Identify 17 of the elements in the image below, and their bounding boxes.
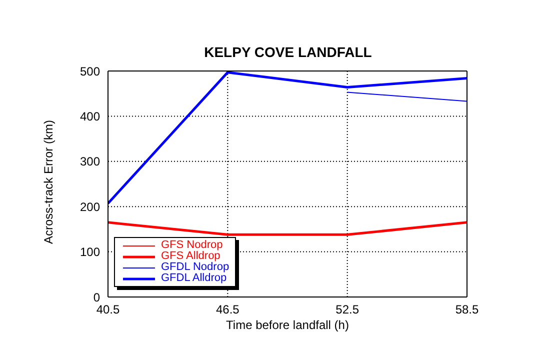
x-tick-label: 58.5 bbox=[455, 302, 479, 317]
y-tick-label: 300 bbox=[80, 154, 100, 169]
y-tick-label: 400 bbox=[80, 109, 100, 124]
chart-title: KELPY COVE LANDFALL bbox=[203, 44, 373, 60]
y-tick-label: 200 bbox=[80, 200, 100, 214]
x-tick-label: 46.5 bbox=[216, 302, 240, 317]
x-tick-label: 40.5 bbox=[96, 302, 120, 317]
legend-label: GFDL Alldrop bbox=[161, 272, 227, 284]
y-axis-title: Across-track Error (km) bbox=[41, 120, 56, 244]
legend-label: GFDL Nodrop bbox=[161, 261, 230, 273]
x-axis-title: Time before landfall (h) bbox=[226, 318, 349, 332]
legend-label: GFS Alldrop bbox=[161, 250, 220, 262]
legend-label: GFS Nodrop bbox=[161, 239, 223, 251]
x-tick-label: 52.5 bbox=[336, 302, 360, 317]
y-tick-label: 100 bbox=[80, 245, 100, 260]
y-tick-label: 500 bbox=[80, 64, 100, 78]
y-tick-label: 0 bbox=[93, 290, 100, 304]
